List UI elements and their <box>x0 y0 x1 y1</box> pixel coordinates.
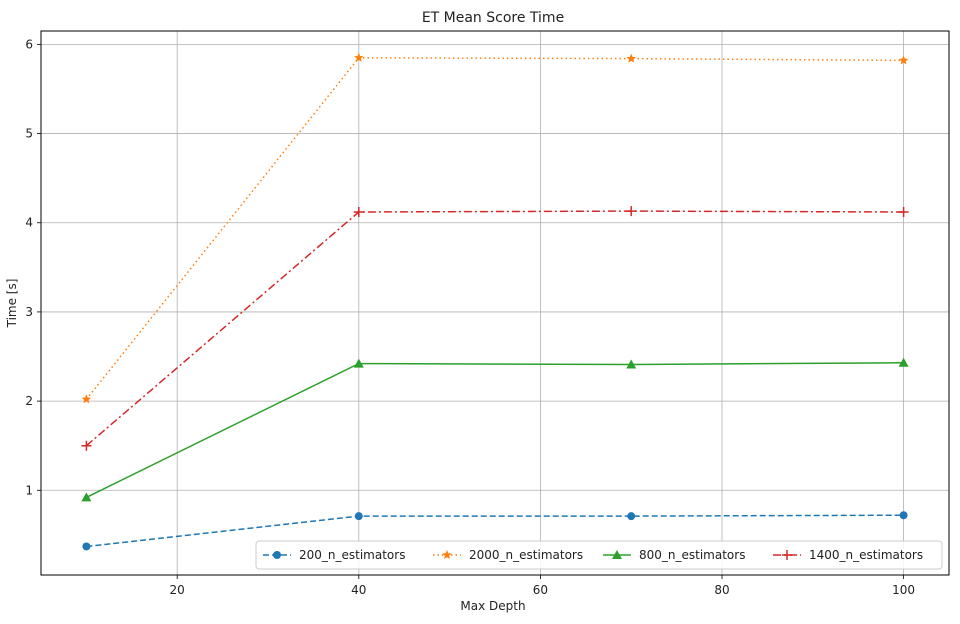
series-group <box>81 52 909 551</box>
x-axis-label: Max Depth <box>460 599 525 613</box>
legend-marker <box>273 551 281 559</box>
series-line <box>86 362 904 499</box>
data-point <box>626 53 636 63</box>
x-axis-ticks: 20 40 60 80 100 <box>170 575 915 597</box>
data-point <box>627 512 636 521</box>
series-line <box>86 514 904 548</box>
data-point <box>81 492 92 502</box>
data-point <box>353 207 364 218</box>
legend-label: 200_n_estimators <box>299 548 405 562</box>
data-point <box>899 511 908 520</box>
y-tick-label: 5 <box>25 127 33 141</box>
y-axis-ticks: 1 2 3 4 5 6 <box>25 37 41 497</box>
plot-area <box>40 30 950 576</box>
data-point <box>81 440 92 451</box>
data-point <box>354 512 363 521</box>
data-point <box>898 207 909 218</box>
legend-marker <box>782 550 792 560</box>
legend-label: 2000_n_estimators <box>469 548 583 562</box>
legend-marker <box>442 550 452 560</box>
y-tick-label: 1 <box>25 483 33 497</box>
data-point <box>626 359 637 369</box>
x-tick-label: 40 <box>351 583 366 597</box>
data-point <box>626 206 637 217</box>
x-tick-label: 80 <box>714 583 729 597</box>
y-tick-label: 2 <box>25 394 33 408</box>
y-axis-label: Time [s] <box>5 279 19 329</box>
series-2000_n_estimators <box>81 52 909 404</box>
y-tick-label: 3 <box>25 305 33 319</box>
series-1400_n_estimators <box>81 206 909 451</box>
data-point <box>898 55 909 65</box>
y-tick-label: 4 <box>25 216 33 230</box>
legend-label: 800_n_estimators <box>639 548 745 562</box>
data-point <box>81 394 92 404</box>
series-line <box>85 210 904 447</box>
grid <box>41 31 949 575</box>
data-point <box>353 358 364 368</box>
legend-box <box>255 540 943 570</box>
legend-label: 1400_n_estimators <box>809 548 923 562</box>
data-point <box>354 52 364 62</box>
x-tick-label: 100 <box>892 583 915 597</box>
series-line <box>85 57 904 400</box>
data-point <box>82 542 91 551</box>
series-200_n_estimators <box>82 511 908 551</box>
x-tick-label: 60 <box>533 583 548 597</box>
legend: 200_n_estimators 2000_n_estimators 800_n_e… <box>255 540 943 570</box>
chart-title: ET Mean Score Time <box>422 10 564 26</box>
data-point <box>898 357 909 367</box>
y-tick-label: 6 <box>25 37 33 51</box>
x-tick-label: 20 <box>170 583 185 597</box>
series-800_n_estimators <box>81 357 909 502</box>
legend-marker <box>612 550 622 559</box>
